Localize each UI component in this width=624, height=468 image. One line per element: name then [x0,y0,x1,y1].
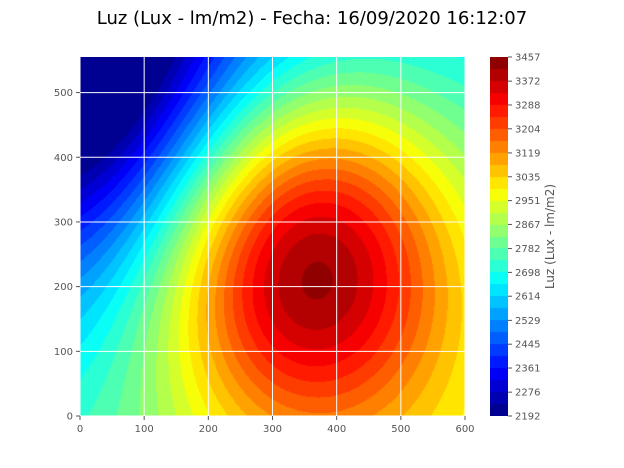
x-tick-label: 100 [135,424,154,435]
colorbar-tick-label: 3119 [515,148,540,159]
colorbar-tick-label: 2276 [515,388,540,399]
colorbar-tick-label: 2867 [515,220,540,231]
colorbar-tick-label: 3035 [515,172,540,183]
x-tick-label: 0 [77,424,83,435]
y-tick-label: 100 [54,347,73,358]
y-tick-label: 500 [54,88,73,99]
colorbar-label: Luz (Lux - lm/m2) [543,184,557,289]
colorbar-tick-label: 2192 [515,412,540,423]
colorbar-tick-label: 3372 [515,77,540,88]
colorbar [490,57,508,416]
colorbar-tick-label: 2698 [515,268,540,279]
x-tick-label: 200 [199,424,218,435]
colorbar-ticks: 3457 3372 3288 3204 3119 3035 2951 2867 2782 2698… [508,53,540,423]
y-tick-label: 0 [67,412,73,423]
colorbar-tick-label: 2445 [515,340,540,351]
colorbar-tick-label: 3204 [515,124,540,135]
x-tick-label: 300 [263,424,282,435]
colorbar-tick-label: 3288 [515,100,540,111]
x-tick-label: 500 [391,424,410,435]
colorbar-tick-label: 2782 [515,244,540,255]
y-axis: 0 100 200 300 400 500 [54,88,80,423]
colorbar-tick-label: 2361 [515,364,540,375]
y-tick-label: 400 [54,153,73,164]
colorbar-tick-label: 3457 [515,53,540,64]
colorbar-tick-label: 2951 [515,196,540,207]
colorbar-tick-label: 2614 [515,292,540,303]
y-tick-label: 300 [54,217,73,228]
x-axis: 0 100 200 300 400 500 600 [77,416,475,435]
colorbar-tick-label: 2529 [515,316,540,327]
chart-title: Luz (Lux - lm/m2) - Fecha: 16/09/2020 16… [97,8,527,29]
x-tick-label: 600 [455,424,474,435]
x-tick-label: 400 [327,424,346,435]
y-tick-label: 200 [54,282,73,293]
